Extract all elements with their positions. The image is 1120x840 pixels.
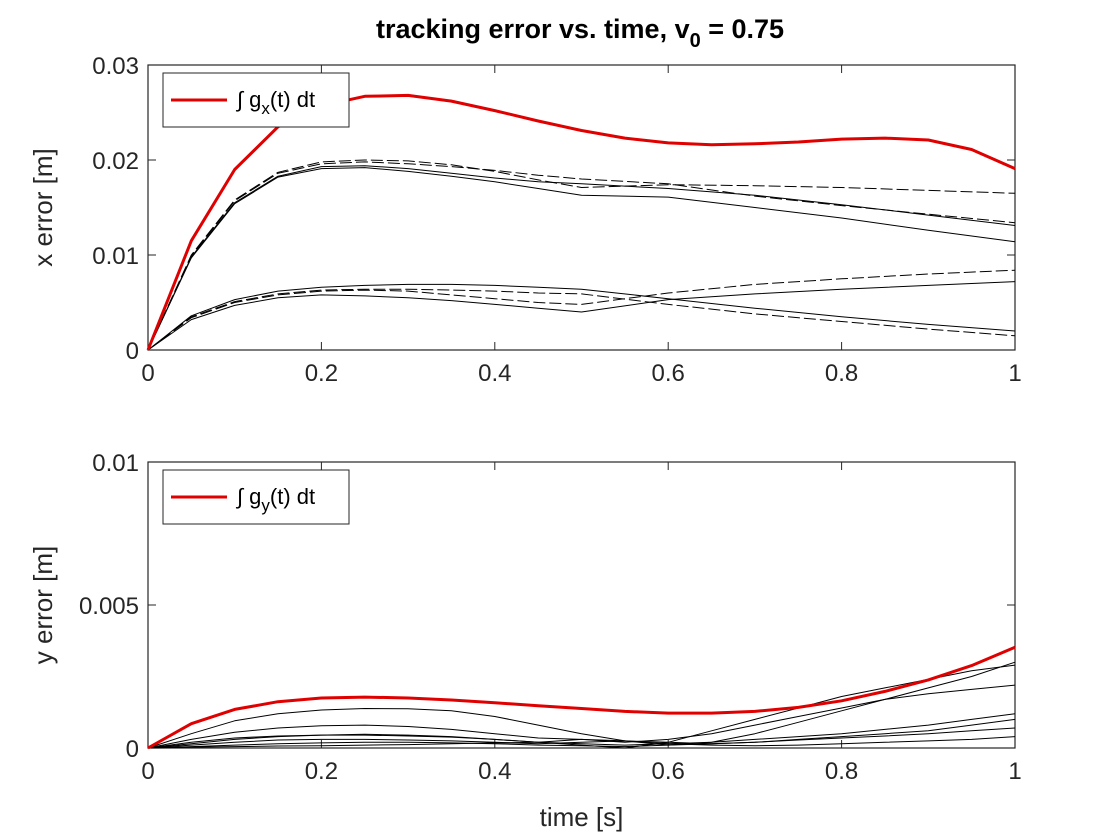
legend-entry: ∫ gx(t) dt [235,87,315,118]
x-tick-label: 0.2 [305,360,338,387]
x-tick-label: 0.8 [825,758,858,785]
y-tick-label: 0.01 [92,243,139,270]
error-line [147,661,1016,749]
y-tick-label: 0 [126,736,139,763]
x-tick-label: 0.2 [305,758,338,785]
legend-entry: ∫ gy(t) dt [235,484,315,515]
integral-bound-line [147,645,1016,750]
legend-entry-post: (t) dt [270,87,315,112]
error-line [147,727,1016,749]
chart-title-main: tracking error vs. time, v [376,14,690,44]
y-tick-label: 0.03 [92,53,139,80]
error-line [147,167,1016,351]
y-tick-label: 0.005 [79,593,139,620]
x-error-panel: 0 0.2 0.4 0.6 0.8 1 0 0.01 0.02 0.03 x error [m] ∫ … [28,53,1022,387]
error-line [147,736,1016,749]
chart-title-tail: = 0.75 [701,14,784,44]
y-axis-label: y error [m] [28,546,58,664]
x-tick-label: 1 [1008,360,1021,387]
y-tick-label: 0.01 [92,450,139,477]
legend-entry-post: (t) dt [270,484,315,509]
x-tick-label: 0 [141,758,154,785]
error-line [147,713,1016,749]
error-line [147,281,1016,351]
y-tick-label: 0 [126,338,139,365]
chart-title: tracking error vs. time, v0 = 0.75 [376,14,784,52]
x-tick-label: 0.8 [825,360,858,387]
error-line [147,718,1016,749]
error-line [147,165,1016,351]
chart-title-subscript: 0 [690,30,701,52]
x-tick-label: 1 [1008,758,1021,785]
x-tick-label: 0.6 [652,758,685,785]
y-error-panel: 0 0.2 0.4 0.6 0.8 1 0 0.005 0.01 y error [m] time … [28,450,1022,832]
y-axis-label: x error [m] [28,148,58,266]
x-axis-label: time [s] [540,802,624,832]
dashed-error-line [147,269,1016,351]
y-tick-label: 0.02 [92,148,139,175]
legend-entry-subscript: y [261,496,270,515]
dashed-error-line [147,288,1016,351]
dashed-error-line [147,161,1016,351]
legend-entry-subscript: x [261,99,270,118]
x-tick-label: 0.4 [478,758,511,785]
legend-entry-pre: ∫ g [235,484,261,509]
legend-entry-pre: ∫ g [235,87,261,112]
x-tick-label: 0 [141,360,154,387]
x-tick-label: 0.4 [478,360,511,387]
x-tick-label: 0.6 [652,360,685,387]
error-line [147,283,1016,351]
